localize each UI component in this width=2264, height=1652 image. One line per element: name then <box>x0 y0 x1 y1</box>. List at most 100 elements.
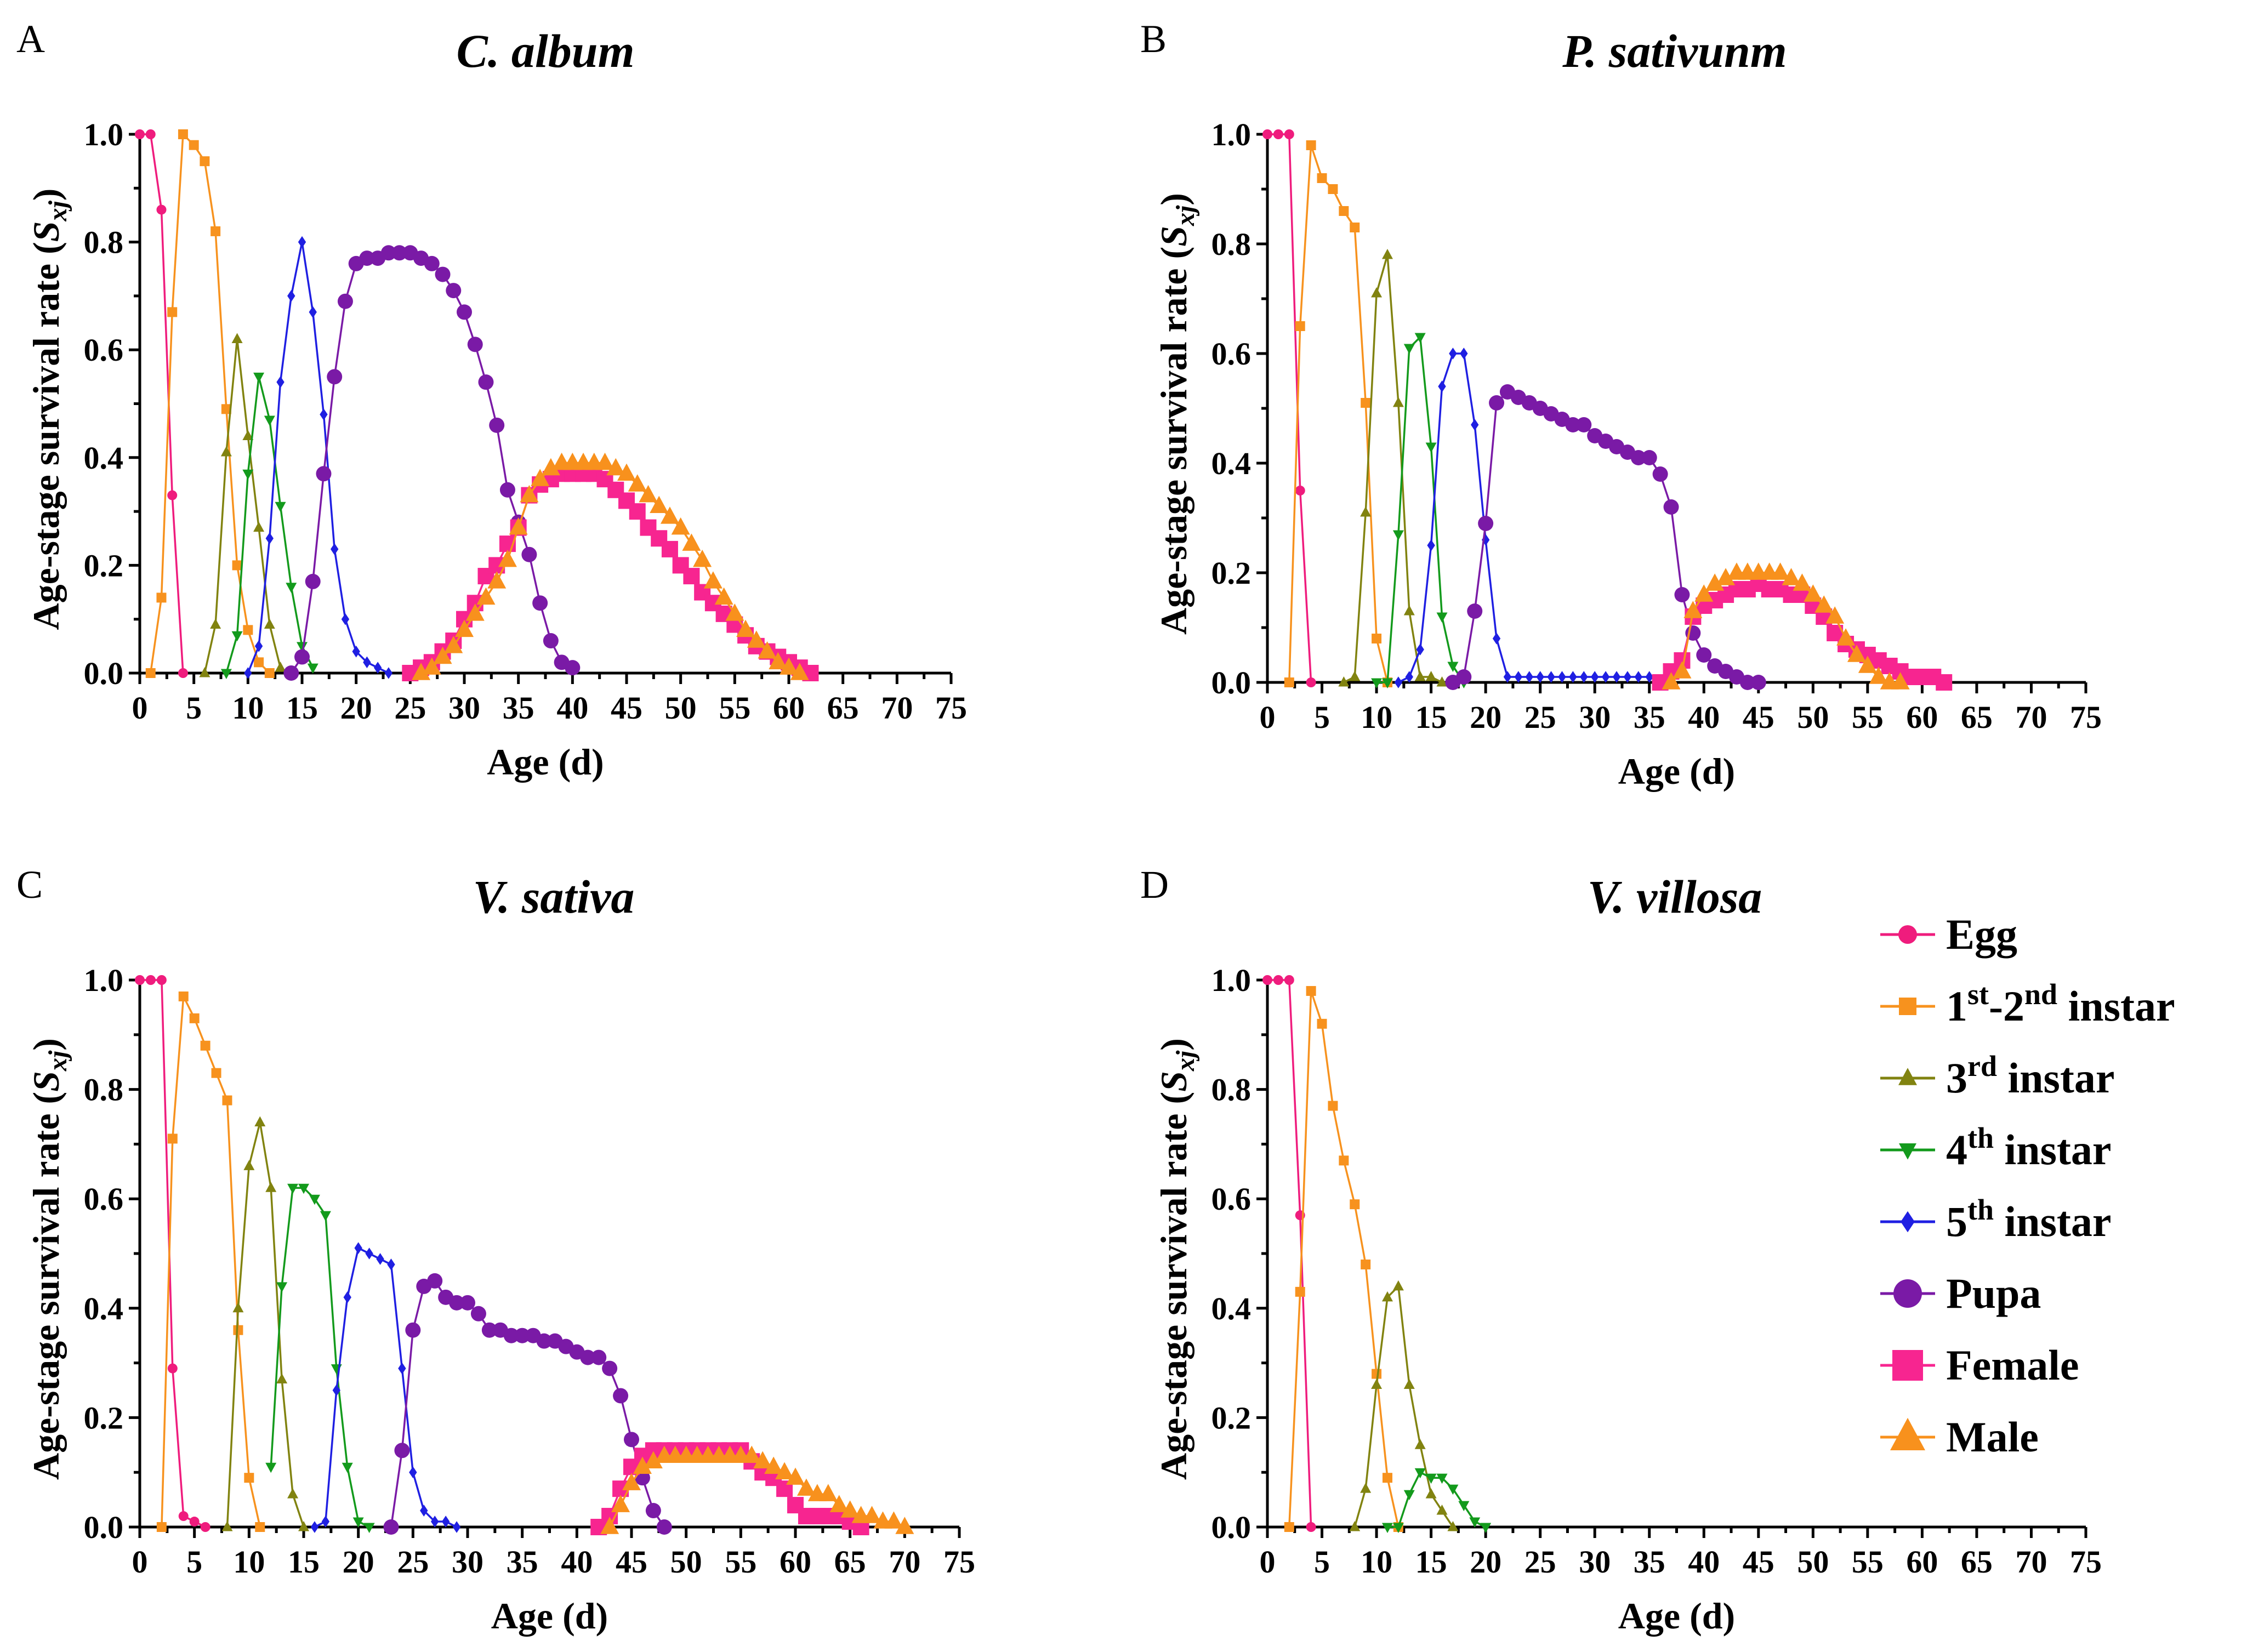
data-point <box>650 495 669 514</box>
data-point <box>1558 671 1566 683</box>
data-point <box>1306 140 1316 150</box>
x-tick-label: 30 <box>452 1544 483 1580</box>
legend-item-female: Female <box>1880 1341 2079 1389</box>
legend-label-part: instar <box>2057 982 2175 1030</box>
data-point <box>294 649 310 665</box>
legend-label-sup: rd <box>1967 1050 1997 1083</box>
x-tick-label: 35 <box>1634 1544 1665 1580</box>
data-point <box>1612 671 1621 683</box>
x-tick-label: 75 <box>935 690 967 726</box>
data-point <box>167 1133 178 1144</box>
data-point <box>1683 601 1703 618</box>
data-point <box>1436 1473 1448 1484</box>
data-point <box>1405 671 1413 683</box>
data-point <box>1403 605 1415 616</box>
x-tick-label: 35 <box>1634 699 1665 735</box>
legend-label: Female <box>1946 1341 2079 1389</box>
x-tick-label: 50 <box>1797 1544 1829 1580</box>
data-point <box>264 668 275 678</box>
data-point <box>243 625 253 635</box>
y-axis-title-main: Age-stage survival rate ( <box>1153 1092 1194 1480</box>
panel-letter: D <box>1140 863 1169 907</box>
y-tick-label: 0.2 <box>1211 1400 1252 1435</box>
legend-label-sup: th <box>1967 1121 1994 1154</box>
data-point <box>309 1194 320 1205</box>
data-point <box>629 503 646 520</box>
data-point <box>320 408 328 420</box>
data-point <box>383 1519 399 1535</box>
data-point <box>1414 333 1426 343</box>
panel-letter: A <box>16 17 45 61</box>
x-tick-label: 10 <box>233 1544 265 1580</box>
data-point <box>1361 398 1371 408</box>
data-point <box>591 1349 607 1365</box>
legend-label: Pupa <box>1946 1269 2041 1317</box>
series-female <box>402 465 819 681</box>
data-point <box>178 1511 189 1522</box>
x-tick-label: 15 <box>286 690 318 726</box>
data-point <box>1403 1378 1415 1389</box>
data-point <box>275 502 286 512</box>
data-point <box>747 630 766 648</box>
y-axis-title-end: ) <box>25 1038 67 1051</box>
y-tick-label: 1.0 <box>1211 962 1252 998</box>
data-point <box>487 571 507 589</box>
x-tick-label: 5 <box>1314 699 1330 735</box>
data-point <box>287 1488 299 1499</box>
data-point <box>394 1443 410 1459</box>
data-point <box>1480 1523 1492 1533</box>
data-point <box>1427 539 1435 551</box>
data-point <box>1416 643 1424 656</box>
series-1st-2nd-instar <box>1284 985 1403 1532</box>
data-point <box>1306 677 1316 687</box>
legend-label-part: -2 <box>1989 982 2024 1030</box>
y-axis-title-end: ) <box>1153 1038 1194 1051</box>
data-point <box>211 1068 221 1078</box>
y-axis-title-sub: xj <box>43 201 72 222</box>
data-point <box>1673 661 1692 679</box>
data-point <box>446 283 462 299</box>
x-tick-label: 50 <box>1797 699 1829 735</box>
data-point <box>613 1388 629 1404</box>
data-point <box>287 290 295 302</box>
data-point <box>297 642 308 652</box>
data-point <box>200 156 210 167</box>
data-point <box>1469 1517 1481 1528</box>
data-point <box>617 463 636 481</box>
chart-panel-b: B P. sativunm 0 5 10 15 20 25 30 35 40 45 50 55 60 65 70… <box>1140 17 2102 792</box>
data-point <box>145 129 156 139</box>
series-3rd-instar <box>199 333 286 677</box>
x-tick-label: 65 <box>1961 699 1993 735</box>
data-point <box>264 618 275 629</box>
data-point <box>189 140 199 150</box>
data-point <box>671 517 690 535</box>
data-point <box>714 587 733 605</box>
data-point <box>265 1182 277 1192</box>
data-point <box>769 652 788 670</box>
data-point <box>1284 1522 1294 1532</box>
legend-label-part: 4 <box>1946 1126 1967 1174</box>
x-tick-label: 20 <box>1470 699 1501 735</box>
series-5th-instar <box>310 1242 461 1533</box>
data-point <box>1478 516 1494 531</box>
data-point <box>1392 1523 1404 1533</box>
data-point <box>287 1183 299 1194</box>
data-point <box>178 129 188 139</box>
data-point <box>1360 506 1372 517</box>
data-point <box>384 667 393 679</box>
legend-marker <box>1893 1279 1922 1308</box>
x-axis-title: Age (d) <box>491 1595 608 1637</box>
series-line <box>203 339 282 674</box>
legend-label: 5th instar <box>1946 1193 2112 1245</box>
x-tick-label: 55 <box>719 690 750 726</box>
data-point <box>703 571 723 589</box>
data-point <box>200 1040 211 1051</box>
data-point <box>242 430 254 440</box>
legend-item-i4: 4th instar <box>1880 1121 2112 1174</box>
data-point <box>363 1523 375 1533</box>
y-axis-title-main: Age-stage survival rate ( <box>25 1092 67 1480</box>
data-point <box>427 1273 443 1289</box>
data-point <box>1739 675 1755 690</box>
data-point <box>467 337 483 352</box>
y-tick-label: 0.8 <box>1211 1072 1252 1108</box>
